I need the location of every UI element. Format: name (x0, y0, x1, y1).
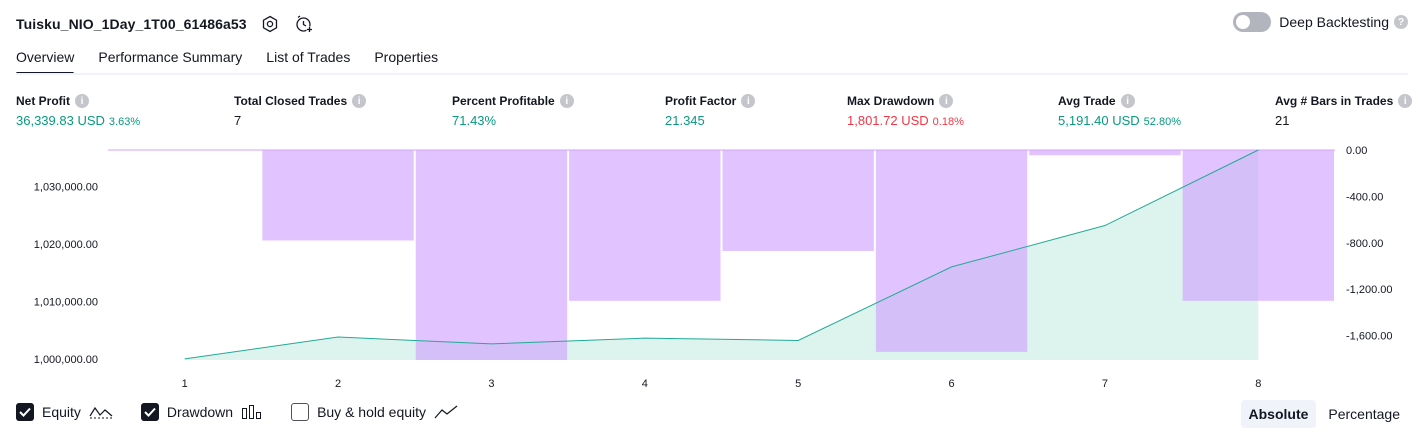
info-icon[interactable]: ? (1394, 15, 1408, 29)
stat-label: Total Closed Trades (234, 94, 348, 108)
stat-value: 5,191.40 USD (1058, 113, 1140, 128)
add-alert-icon[interactable] (293, 13, 315, 35)
drawdown-bar (415, 150, 568, 360)
legend-drawdown[interactable]: Drawdown (140, 403, 263, 421)
header: Tuisku_NIO_1Day_1T00_61486a53 (16, 10, 315, 38)
drawdown-bars-icon (241, 404, 263, 420)
x-axis-tick-label: 1 (182, 378, 188, 390)
stat-total-closed-trades: Total Closed Trades i 7 (234, 93, 367, 129)
stat-avg-trade: Avg Trade i 5,191.40 USD 52.80% (1058, 93, 1181, 129)
tab-performance-summary[interactable]: Performance Summary (98, 49, 243, 65)
buy-hold-line-icon (434, 404, 458, 420)
info-icon[interactable]: i (75, 94, 89, 108)
checkbox-unchecked-icon[interactable] (291, 403, 310, 421)
stat-percent-profitable: Percent Profitable i 71.43% (452, 93, 574, 129)
absolute-button[interactable]: Absolute (1240, 400, 1317, 428)
drawdown-bar (569, 150, 721, 301)
left-axis-tick-label: 1,010,000.00 (34, 296, 98, 308)
tab-divider (16, 73, 1408, 75)
stat-value: 71.43% (452, 113, 497, 128)
legend-label: Drawdown (166, 404, 234, 420)
value-mode-switch: Absolute Percentage (1240, 400, 1409, 428)
settings-icon[interactable] (259, 13, 281, 35)
x-axis-tick-label: 3 (488, 378, 494, 390)
stat-label: Max Drawdown (847, 94, 935, 108)
drawdown-bar (1029, 150, 1181, 156)
x-axis-tick-label: 8 (1255, 378, 1261, 390)
equity-wave-icon (89, 404, 113, 420)
legend-buy-hold-equity[interactable]: Buy & hold equity (291, 403, 458, 421)
x-axis-tick-label: 5 (795, 378, 801, 390)
right-axis-tick-label: -800.00 (1346, 238, 1383, 250)
stat-percent: 52.80% (1143, 116, 1181, 128)
stat-label: Profit Factor (665, 94, 737, 108)
info-icon[interactable]: i (1120, 94, 1135, 108)
percentage-button[interactable]: Percentage (1328, 406, 1400, 422)
tab-overview[interactable]: Overview (16, 44, 75, 75)
right-axis-tick-label: -1,600.00 (1346, 331, 1392, 343)
info-icon[interactable]: i (559, 94, 574, 108)
stat-profit-factor: Profit Factor i 21.345 (665, 93, 756, 129)
stat-net-profit: Net Profit i 36,339.83 USD 3.63% (16, 93, 140, 129)
stat-percent: 0.18% (932, 116, 964, 128)
deep-backtesting-toggle[interactable] (1233, 12, 1272, 32)
stat-value: 36,339.83 USD (16, 113, 105, 128)
stat-max-drawdown: Max Drawdown i 1,801.72 USD 0.18% (847, 93, 964, 129)
tab-properties[interactable]: Properties (374, 49, 439, 65)
stat-label: Avg # Bars in Trades (1275, 94, 1394, 108)
equity-line (184, 149, 1259, 360)
right-axis-tick-label: -1,200.00 (1346, 284, 1392, 296)
left-axis-tick-label: 1,030,000.00 (34, 181, 98, 193)
x-axis-tick-label: 2 (335, 378, 341, 390)
drawdown-bar (722, 150, 874, 251)
checkbox-checked-icon[interactable] (16, 403, 34, 421)
stat-label: Net Profit (16, 94, 70, 108)
stat-label: Avg Trade (1058, 94, 1116, 108)
stat-value: 21.345 (665, 113, 705, 128)
drawdown-bar (262, 150, 414, 241)
right-axis-tick-label: 0.00 (1346, 145, 1367, 157)
stat-value: 7 (234, 113, 242, 128)
info-icon[interactable]: i (741, 94, 756, 108)
info-icon[interactable]: i (1398, 94, 1413, 108)
left-axis-tick-label: 1,020,000.00 (34, 239, 98, 251)
deep-backtesting: Deep Backtesting ? (1233, 12, 1408, 32)
info-icon[interactable]: i (352, 94, 367, 108)
drawdown-bar (1182, 150, 1334, 301)
tab-list-of-trades[interactable]: List of Trades (266, 49, 351, 65)
legend-label: Equity (42, 404, 81, 420)
stats-bar: Net Profit i 36,339.83 USD 3.63% Total Clo… (0, 93, 1424, 133)
strategy-title: Tuisku_NIO_1Day_1T00_61486a53 (16, 16, 247, 32)
stat-label: Percent Profitable (452, 94, 555, 108)
x-axis-tick-label: 7 (1102, 378, 1108, 390)
chart-legend: Equity Drawdown Buy & hold equity (16, 403, 486, 421)
stat-value: 21 (1275, 113, 1290, 128)
equity-drawdown-chart: 1,030,000.00 1,020,000.00 1,010,000.00 1,00… (34, 145, 1393, 390)
stat-value: 1,801.72 USD (847, 113, 929, 128)
stat-percent: 3.63% (108, 116, 141, 128)
deep-backtesting-label: Deep Backtesting (1279, 14, 1389, 30)
legend-equity[interactable]: Equity (16, 403, 113, 421)
x-axis-tick-label: 4 (642, 378, 648, 390)
stat-avg-bars-in-trades: Avg # Bars in Trades i 21 (1275, 93, 1413, 129)
checkbox-checked-icon[interactable] (140, 403, 159, 421)
info-icon[interactable]: i (939, 94, 954, 108)
tab-bar: Overview Performance Summary List of Tra… (16, 44, 438, 75)
x-axis-tick-label: 6 (949, 378, 955, 390)
drawdown-bar (875, 150, 1028, 352)
right-axis-tick-label: -400.00 (1346, 191, 1383, 203)
left-axis-tick-label: 1,000,000.00 (34, 354, 98, 366)
legend-label: Buy & hold equity (317, 404, 427, 420)
